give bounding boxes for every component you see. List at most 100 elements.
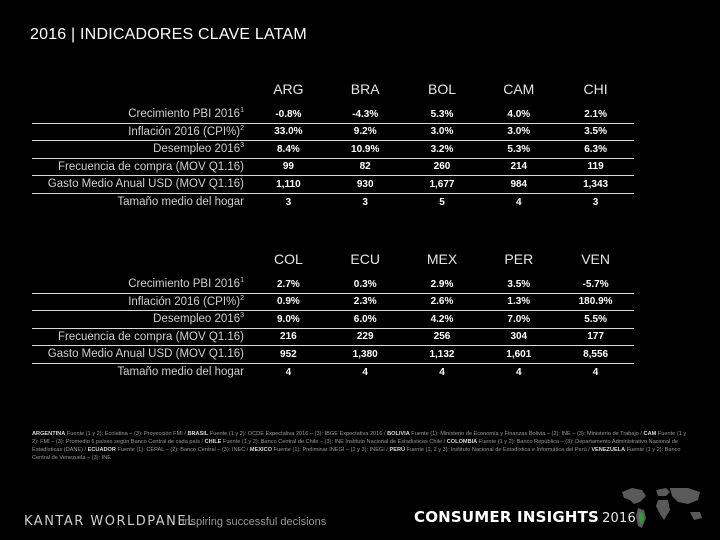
sources-footnote: ARGENTINA Fuente (1 y 2): Ecolatina – (3…	[32, 431, 687, 461]
cell-value: 8,556	[583, 348, 609, 360]
cell-value: 1,677	[429, 178, 455, 190]
cell-value: 3.0%	[507, 126, 531, 138]
consumer-insights-logo: CONSUMER INSIGHTS 2016	[414, 508, 636, 526]
cell-value: 3	[362, 196, 368, 208]
cell-value: 3	[592, 196, 599, 208]
cell-value: 5.3%	[430, 108, 454, 120]
cell-value: -0.8%	[275, 108, 302, 120]
cell-value: 256	[433, 331, 451, 343]
cell-value: 1,380	[352, 348, 378, 360]
cell-value: 3	[285, 196, 292, 208]
cell-value: 260	[433, 161, 451, 173]
cell-value: 3.2%	[430, 143, 454, 155]
cell-value: 1,343	[583, 178, 609, 190]
table-row: Desempleo 20163 9.0% 6.0% 4.2% 7.0% 5.5%	[32, 311, 634, 329]
country-header: ARG	[273, 81, 304, 97]
cell-value: 3.0%	[430, 126, 454, 138]
table-header: ARG BRA BOL CAM CHI	[32, 72, 634, 106]
country-header: BRA	[350, 81, 380, 97]
cell-value: 119	[587, 161, 604, 173]
cell-value: 180.9%	[578, 296, 613, 308]
row-label: Inflación 2016 (CPI%)2	[128, 124, 244, 138]
cell-value: 5.5%	[584, 313, 607, 325]
table-row: Gasto Medio Anual USD (MOV Q1.16) 1,110 …	[32, 176, 634, 194]
cell-value: 0.9%	[277, 296, 300, 308]
cell-value: 984	[510, 178, 528, 190]
country-header: CHI	[583, 81, 608, 97]
cell-value: 304	[510, 331, 528, 343]
row-label: Frecuencia de compra (MOV Q1.16)	[58, 330, 244, 343]
table-row: Inflación 2016 (CPI%)2 0.9% 2.3% 2.6% 1.…	[32, 294, 634, 311]
table-row: Tamaño medio del hogar 4 4 4 4 4	[32, 364, 634, 382]
country-header: CAM	[503, 81, 535, 97]
country-header: ECU	[350, 251, 380, 267]
cell-value: 229	[356, 331, 374, 343]
cell-value: 214	[510, 161, 528, 173]
country-header: MEX	[426, 251, 458, 267]
cell-value: 4	[285, 366, 292, 378]
kantar-worldpanel-logo: KANTAR WORLDPANEL	[24, 514, 196, 529]
row-label: Tamaño medio del hogar	[117, 196, 244, 209]
cell-value: 5	[439, 196, 445, 208]
table-row: Frecuencia de compra (MOV Q1.16) 99 82 2…	[32, 159, 634, 176]
cell-value: 4.0%	[507, 108, 531, 120]
table-row: Inflación 2016 (CPI%)2 33.0% 9.2% 3.0% 3…	[32, 124, 634, 141]
cell-value: 3.5%	[584, 126, 607, 138]
table-row: Frecuencia de compra (MOV Q1.16) 216 229…	[32, 329, 634, 346]
country-header: PER	[504, 251, 534, 267]
row-label: Gasto Medio Anual USD (MOV Q1.16)	[47, 348, 244, 361]
cell-value: 7.0%	[507, 313, 531, 325]
cell-value: 2.6%	[430, 296, 454, 308]
table-row: Desempleo 20163 8.4% 10.9% 3.2% 5.3% 6.3…	[32, 141, 634, 159]
cell-value: 1,132	[429, 348, 455, 360]
row-label: Tamaño medio del hogar	[117, 366, 244, 379]
cell-value: 1.3%	[507, 296, 531, 308]
world-map-icon	[622, 488, 702, 528]
cell-value: 952	[280, 348, 297, 360]
row-label: Inflación 2016 (CPI%)2	[128, 294, 244, 308]
brand-name: CONSUMER INSIGHTS	[414, 508, 600, 526]
indicators-table-2: COL ECU MEX PER VEN Crecimiento PBI 2016…	[32, 242, 634, 381]
cell-value: 9.0%	[277, 313, 300, 325]
cell-value: 3.5%	[507, 278, 531, 290]
cell-value: 6.0%	[353, 313, 377, 325]
cell-value: 8.4%	[277, 143, 300, 155]
table-row: Tamaño medio del hogar 3 3 5 4 3	[32, 194, 634, 212]
cell-value: 33.0%	[274, 126, 303, 138]
page-title: 2016 | INDICADORES CLAVE LATAM	[30, 26, 307, 43]
row-label: Gasto Medio Anual USD (MOV Q1.16)	[47, 178, 244, 191]
cell-value: 2.9%	[430, 278, 454, 290]
table-header: COL ECU MEX PER VEN	[32, 242, 634, 276]
cell-value: 82	[359, 161, 371, 173]
cell-value: 4	[516, 196, 522, 208]
cell-value: -5.7%	[582, 278, 609, 290]
cell-value: 2.1%	[584, 108, 607, 120]
cell-value: 1,110	[276, 178, 301, 190]
country-header: COL	[274, 251, 303, 267]
country-header: BOL	[427, 81, 456, 97]
cell-value: 99	[282, 161, 294, 173]
cell-value: 930	[356, 178, 374, 190]
cell-value: 216	[280, 331, 297, 343]
tagline: inspiring successful decisions	[182, 516, 327, 528]
row-label: Frecuencia de compra (MOV Q1.16)	[58, 160, 244, 173]
table-row: Gasto Medio Anual USD (MOV Q1.16) 952 1,…	[32, 346, 634, 364]
cell-value: 4	[592, 366, 599, 378]
cell-value: 4	[439, 366, 445, 378]
table-row: Crecimiento PBI 20161 2.7% 0.3% 2.9% 3.5…	[32, 276, 634, 294]
cell-value: 4	[362, 366, 368, 378]
cell-value: 10.9%	[351, 143, 380, 155]
cell-value: 177	[587, 331, 604, 343]
country-header: VEN	[581, 251, 610, 267]
indicators-table-1: ARG BRA BOL CAM CHI Crecimiento PBI 2016…	[32, 72, 634, 211]
row-label: Crecimiento PBI 20161	[128, 277, 244, 291]
cell-value: 1,601	[506, 348, 532, 360]
cell-value: 4	[516, 366, 522, 378]
brand-year: 2016	[602, 511, 636, 526]
cell-value: 2.3%	[353, 296, 377, 308]
cell-value: 5.3%	[507, 143, 531, 155]
cell-value: 2.7%	[277, 278, 300, 290]
row-label: Desempleo 20163	[153, 312, 244, 326]
cell-value: -4.3%	[352, 108, 379, 120]
cell-value: 0.3%	[353, 278, 377, 290]
